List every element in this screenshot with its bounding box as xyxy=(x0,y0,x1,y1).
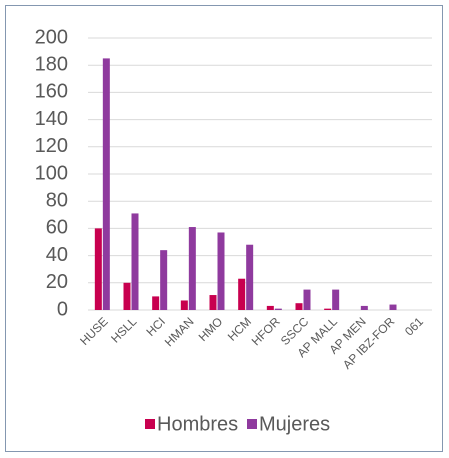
bar xyxy=(274,308,282,310)
legend-swatch xyxy=(247,419,257,429)
bar xyxy=(209,295,217,310)
bar xyxy=(295,303,303,310)
y-tick-label: 100 xyxy=(35,162,68,184)
y-tick-label: 180 xyxy=(35,53,68,75)
bar xyxy=(94,228,102,310)
bar xyxy=(131,213,139,310)
y-tick-label: 20 xyxy=(46,271,68,293)
bar xyxy=(389,304,397,310)
legend-label: Mujeres xyxy=(259,413,330,435)
bar xyxy=(324,308,332,310)
bar xyxy=(360,305,368,310)
bar xyxy=(266,305,274,310)
legend-label: Hombres xyxy=(157,413,238,435)
y-tick-label: 160 xyxy=(35,81,68,103)
bar xyxy=(238,278,246,310)
y-tick-label: 60 xyxy=(46,217,68,239)
bar xyxy=(102,58,110,311)
bar xyxy=(152,296,160,310)
y-tick-label: 120 xyxy=(35,135,68,157)
y-tick-label: 140 xyxy=(35,108,68,130)
bar xyxy=(303,289,311,310)
y-tick-label: 40 xyxy=(46,244,68,266)
legend-swatch xyxy=(145,419,155,429)
bar xyxy=(160,250,168,310)
bar xyxy=(217,232,225,310)
y-tick-label: 0 xyxy=(57,298,68,320)
y-tick-label: 80 xyxy=(46,189,68,211)
bar xyxy=(188,227,196,310)
bar xyxy=(180,300,188,310)
bar xyxy=(332,289,340,310)
bar xyxy=(123,282,131,310)
y-tick-label: 200 xyxy=(35,26,68,48)
bar xyxy=(246,244,254,310)
